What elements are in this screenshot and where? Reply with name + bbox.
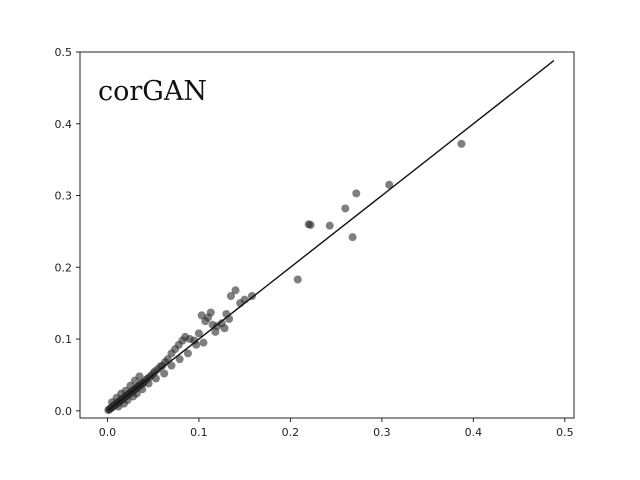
scatter-point xyxy=(206,308,215,317)
x-tick-label: 0.3 xyxy=(373,426,391,439)
scatter-point xyxy=(144,379,153,388)
scatter-point xyxy=(132,389,141,398)
x-tick-label: 0.2 xyxy=(282,426,300,439)
scatter-point xyxy=(385,180,394,189)
scatter-point xyxy=(231,286,240,295)
x-tick-label: 0.1 xyxy=(190,426,208,439)
y-tick-label: 0.4 xyxy=(55,118,73,131)
scatter-point xyxy=(175,355,184,364)
scatter-point xyxy=(348,233,357,242)
scatter-point xyxy=(199,338,208,347)
scatter-point xyxy=(352,189,361,198)
y-tick-label: 0.5 xyxy=(55,46,73,59)
scatter-point xyxy=(194,329,203,338)
scatter-point xyxy=(325,221,334,230)
axes-frame xyxy=(79,51,575,419)
scatter-point xyxy=(138,385,147,394)
scatter-point xyxy=(151,374,160,383)
scatter-point xyxy=(306,220,315,229)
y-tick-label: 0.2 xyxy=(55,261,73,274)
scatter-point xyxy=(341,204,350,213)
scatter-point xyxy=(211,327,220,336)
data-points xyxy=(104,139,466,415)
x-tick-label: 0.0 xyxy=(99,426,117,439)
x-tick-label: 0.4 xyxy=(465,426,483,439)
scatter-point xyxy=(226,292,235,300)
scatter-point xyxy=(135,372,144,381)
scatter-point xyxy=(183,349,192,358)
scatter-point xyxy=(160,369,169,378)
y-tick-label: 0.0 xyxy=(55,405,73,418)
scatter-point xyxy=(457,139,466,148)
scatter-point xyxy=(293,275,302,284)
plot-area: 0.0 0.1 0.2 0.3 0.4 0.5 0.0 0.1 0.2 0.3 0.4 0.5 cor… xyxy=(55,46,575,439)
scatter-point xyxy=(247,292,256,300)
y-tick-label: 0.3 xyxy=(55,190,73,203)
axis-ticks: 0.0 0.1 0.2 0.3 0.4 0.5 0.0 0.1 0.2 0.3 0.4 0.5 xyxy=(55,46,574,439)
scatter-point xyxy=(220,324,229,333)
chart-title: corGAN xyxy=(98,76,207,107)
reference-line xyxy=(107,60,555,412)
scatter-point xyxy=(197,311,206,320)
x-tick-label: 0.5 xyxy=(556,426,574,439)
scatter-point xyxy=(167,361,176,370)
y-tick-label: 0.1 xyxy=(55,333,73,346)
